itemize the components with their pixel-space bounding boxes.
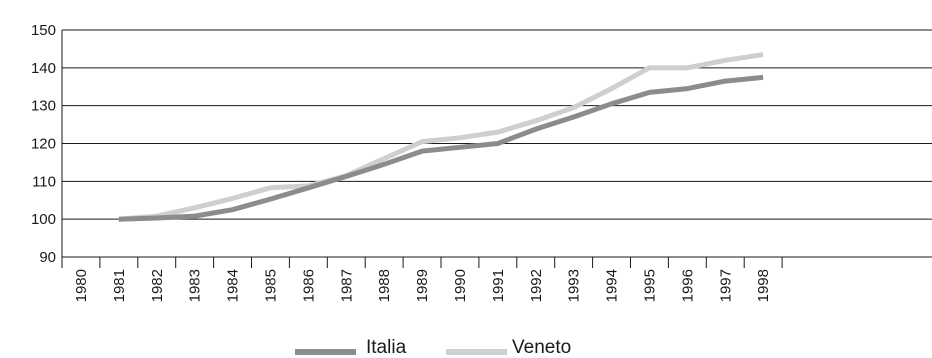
x-tick-label-1986: 1986 — [300, 269, 317, 302]
y-tick-label-150: 150 — [31, 22, 56, 39]
y-tick-label-120: 120 — [31, 136, 56, 153]
gridlines — [62, 29, 932, 258]
x-tick-label-1997: 1997 — [717, 269, 734, 302]
legend-label-italia: Italia — [366, 337, 407, 358]
x-tick-label-1980: 1980 — [73, 269, 90, 302]
legend-swatch-italia — [295, 349, 356, 355]
x-tick-label-1995: 1995 — [641, 269, 658, 302]
y-tick-label-130: 130 — [31, 98, 56, 115]
legend: Italia Veneto — [295, 337, 571, 358]
y-tick-label-110: 110 — [32, 173, 56, 190]
x-tick-label-1984: 1984 — [225, 269, 242, 302]
x-tick-label-1988: 1988 — [376, 269, 393, 302]
x-tick-label-1990: 1990 — [452, 269, 469, 302]
axes — [61, 30, 783, 268]
y-tick-label-90: 90 — [39, 249, 56, 266]
series-lines — [118, 52, 764, 222]
x-tick-label-1987: 1987 — [338, 269, 355, 302]
x-tick-label-1998: 1998 — [755, 269, 772, 302]
x-tick-label-1991: 1991 — [490, 269, 507, 302]
x-tick-label-1992: 1992 — [528, 269, 545, 302]
series-line-veneto — [118, 52, 764, 222]
y-tick-label-100: 100 — [31, 211, 56, 228]
tick-labels: 90 100 110 120 130 140 150 1980 1981 1982 1983 1984… — [31, 22, 772, 302]
x-tick-label-1981: 1981 — [111, 269, 128, 302]
x-tick-label-1985: 1985 — [262, 269, 279, 302]
x-tick-label-1982: 1982 — [149, 269, 166, 302]
x-tick-label-1983: 1983 — [187, 269, 204, 302]
x-tick-label-1996: 1996 — [679, 269, 696, 302]
x-tick-label-1994: 1994 — [604, 269, 621, 302]
legend-label-veneto: Veneto — [512, 337, 571, 358]
x-tick-label-1989: 1989 — [414, 269, 431, 302]
x-tick-label-1993: 1993 — [566, 269, 583, 302]
legend-swatch-veneto — [446, 349, 507, 355]
y-tick-label-140: 140 — [31, 60, 56, 77]
series-line-italia — [118, 74, 764, 222]
